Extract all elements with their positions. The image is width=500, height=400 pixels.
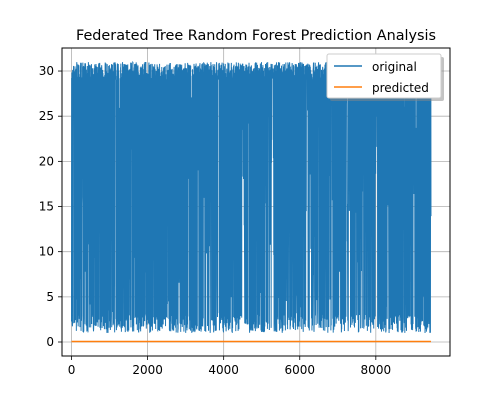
y-tick-label: 15 bbox=[39, 200, 54, 214]
legend: original predicted bbox=[326, 53, 444, 101]
x-tick-label: 2000 bbox=[132, 363, 163, 377]
y-tick-label: 30 bbox=[39, 64, 54, 78]
chart-title: Federated Tree Random Forest Prediction … bbox=[76, 28, 436, 44]
y-axis: 0 5 10 15 20 25 30 bbox=[39, 64, 62, 349]
y-tick-label: 10 bbox=[39, 245, 54, 259]
x-axis: 0 2000 4000 6000 8000 bbox=[68, 356, 391, 377]
x-tick-label: 0 bbox=[68, 363, 76, 377]
axes-frame bbox=[61, 47, 451, 357]
x-tick-label: 4000 bbox=[208, 363, 239, 377]
y-tick-label: 0 bbox=[46, 335, 54, 349]
y-tick-label: 25 bbox=[39, 109, 54, 123]
y-tick-label: 20 bbox=[39, 154, 54, 168]
x-tick-label: 8000 bbox=[361, 363, 392, 377]
y-tick-label: 5 bbox=[46, 290, 54, 304]
x-tick-label: 6000 bbox=[284, 363, 315, 377]
legend-label-predicted: predicted bbox=[372, 81, 429, 95]
legend-label-original: original bbox=[372, 60, 417, 74]
